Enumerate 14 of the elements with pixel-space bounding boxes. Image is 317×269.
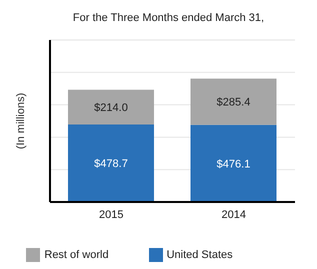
bar xyxy=(190,124,276,202)
x-tick-label: 2014 xyxy=(222,208,246,221)
legend-label: Rest of world xyxy=(44,248,109,261)
bar xyxy=(68,90,154,124)
chart-title: For the Three Months ended March 31, xyxy=(72,12,266,24)
data-label: $476.1 xyxy=(216,158,250,170)
x-tick-label: 2015 xyxy=(99,208,124,221)
legend-label: United States xyxy=(166,248,233,261)
data-label: $478.7 xyxy=(94,158,128,170)
y-axis-title: (In millions) xyxy=(14,92,27,150)
data-label: $285.4 xyxy=(216,96,250,109)
bar xyxy=(190,78,276,125)
data-label: $214.0 xyxy=(94,102,128,114)
bar xyxy=(68,124,154,202)
